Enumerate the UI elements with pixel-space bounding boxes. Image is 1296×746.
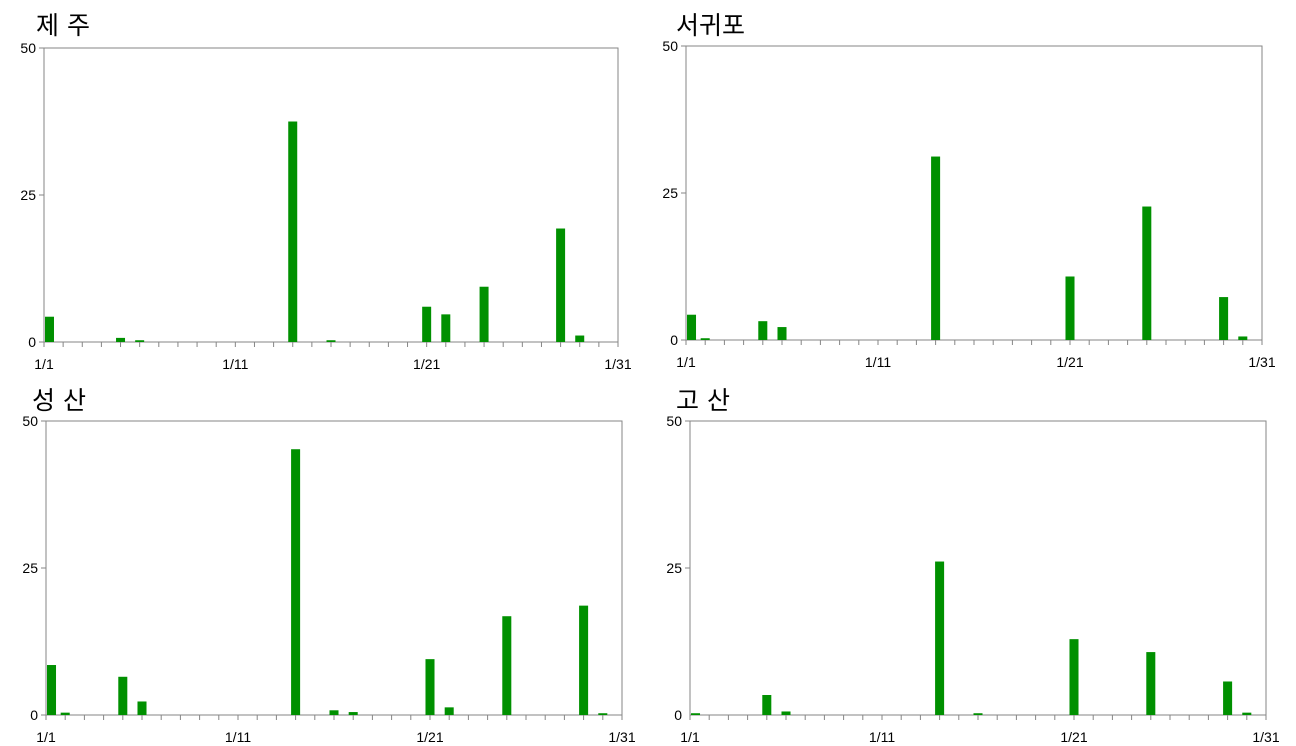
x-tick-label: 1/11 xyxy=(225,729,251,745)
chart-title: 서귀포 xyxy=(676,11,746,40)
bar xyxy=(291,449,301,715)
y-tick-label: 50 xyxy=(662,38,678,54)
bar xyxy=(137,701,147,715)
bar xyxy=(931,156,941,340)
bar xyxy=(579,605,589,715)
bar xyxy=(777,327,787,340)
x-tick-label: 1/11 xyxy=(222,356,248,372)
x-tick-label: 1/31 xyxy=(1252,729,1279,745)
bar xyxy=(1238,336,1248,340)
bar xyxy=(47,665,57,715)
bar xyxy=(60,712,70,715)
bar xyxy=(973,713,983,715)
chart-svg: 0 25 50 1/1 1/11 1/21 1/31 xyxy=(20,40,631,372)
x-tick-label: 1/11 xyxy=(869,729,895,745)
chart-panel-gosan: 고 산 25 50 0 1/1 1/11 1/21 1/31 xyxy=(648,373,1296,746)
chart-svg: 0 25 50 1/1 1/11 1/21 1/31 xyxy=(662,38,1275,370)
bar xyxy=(575,335,585,342)
y-tick-label: 25 xyxy=(22,560,38,576)
bar xyxy=(444,707,454,715)
bar xyxy=(135,340,145,342)
bar xyxy=(116,337,126,342)
x-tick-label: 1/1 xyxy=(34,356,54,372)
x-tick-label: 1/11 xyxy=(865,354,891,370)
x-tick-label: 1/21 xyxy=(413,356,440,372)
bar xyxy=(556,228,566,342)
y-tick-label: 25 xyxy=(20,187,36,203)
y-tick-label: 0 xyxy=(28,334,36,350)
bar xyxy=(687,314,697,340)
bar xyxy=(1219,297,1229,340)
bar xyxy=(288,121,298,342)
bar xyxy=(45,316,54,342)
x-tick-label: 1/31 xyxy=(608,729,635,745)
y-tick-label: 0 xyxy=(670,332,678,348)
bar xyxy=(326,340,336,342)
y-tick-label: 0 xyxy=(674,707,682,723)
chart-panel-seongsan: 성 산 0 25 50 1/1 1/11 1/21 1/31 xyxy=(0,373,648,746)
x-tick-label: 1/1 xyxy=(680,729,700,745)
bar xyxy=(1146,652,1156,715)
bar xyxy=(329,710,339,715)
bar xyxy=(348,712,358,715)
chart-panel-seogwipo: 서귀포 0 25 50 1/1 1/11 1/21 1/31 xyxy=(648,0,1296,373)
chart-title: 제 주 xyxy=(36,11,90,40)
plot-frame xyxy=(45,420,623,716)
y-tick-label: 0 xyxy=(30,707,38,723)
chart-title: 고 산 xyxy=(676,386,730,415)
chart-panel-jeju: 제 주 0 25 50 1/1 1/11 1/21 1/31 xyxy=(0,0,648,373)
x-tick-label: 1/21 xyxy=(416,729,443,745)
bar xyxy=(935,561,945,715)
x-tick-label: 1/21 xyxy=(1056,354,1083,370)
bar xyxy=(1242,712,1252,715)
bar xyxy=(118,676,128,715)
plot-frame xyxy=(43,47,619,343)
bar xyxy=(1223,681,1233,715)
x-tick-label: 1/31 xyxy=(604,356,631,372)
bar xyxy=(1065,276,1075,340)
chart-svg: 25 50 0 1/1 1/11 1/21 1/31 xyxy=(666,413,1279,745)
bar xyxy=(758,321,768,340)
plot-frame xyxy=(685,45,1263,341)
bar xyxy=(598,713,608,715)
bar xyxy=(502,616,512,715)
bar xyxy=(422,306,432,342)
bar xyxy=(1069,639,1079,715)
chart-title: 성 산 xyxy=(32,386,86,415)
y-tick-label: 50 xyxy=(20,40,36,56)
x-tick-label: 1/1 xyxy=(676,354,696,370)
chart-svg: 0 25 50 1/1 1/11 1/21 1/31 xyxy=(22,413,635,745)
bar xyxy=(425,659,435,715)
bar xyxy=(479,286,489,342)
bar xyxy=(441,314,451,342)
plot-frame xyxy=(689,420,1267,716)
bar xyxy=(691,713,701,715)
y-tick-label: 25 xyxy=(666,560,682,576)
y-tick-label: 50 xyxy=(666,413,682,429)
bar xyxy=(1142,206,1152,340)
x-tick-label: 1/21 xyxy=(1060,729,1087,745)
x-tick-label: 1/31 xyxy=(1248,354,1275,370)
y-tick-label: 50 xyxy=(22,413,38,429)
y-tick-label: 25 xyxy=(662,185,678,201)
x-tick-label: 1/1 xyxy=(36,729,56,745)
bar xyxy=(781,711,791,715)
bar xyxy=(700,338,710,340)
bar xyxy=(762,695,772,715)
